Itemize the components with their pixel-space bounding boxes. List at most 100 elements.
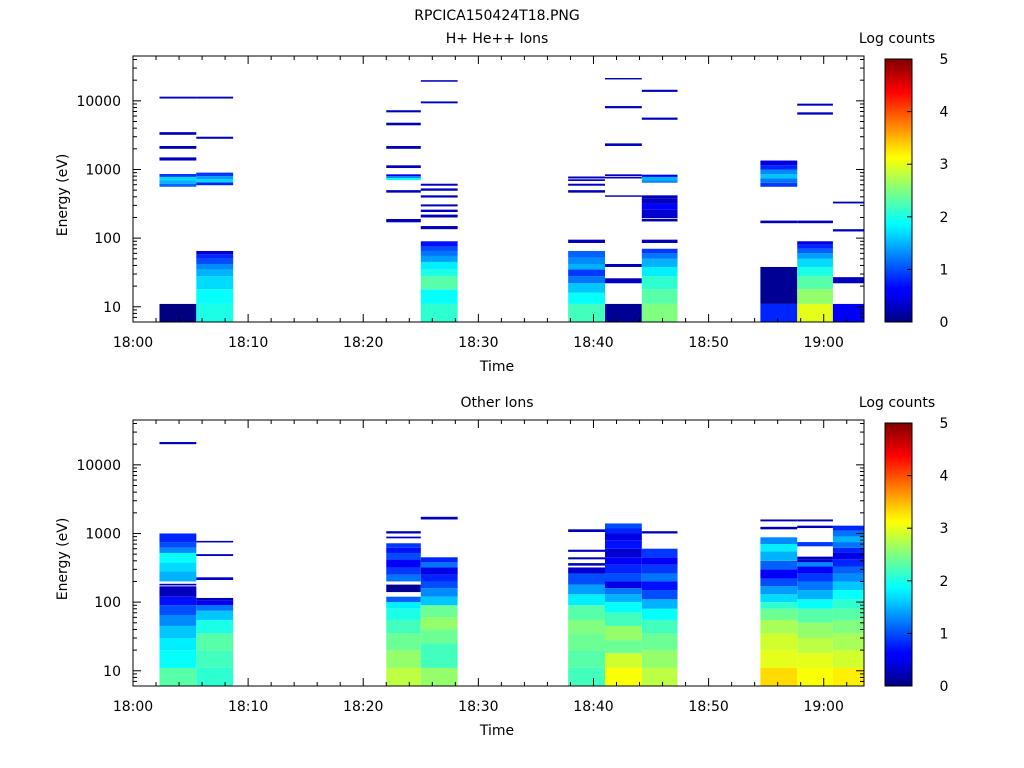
colorbar-tick-label: 4 bbox=[940, 105, 949, 121]
spectrogram-cell bbox=[797, 638, 833, 654]
spectrogram-cell bbox=[760, 578, 798, 587]
spectrogram-cell bbox=[196, 179, 234, 183]
colorbar-ticks: 0 1 2 3 4 5 bbox=[907, 52, 949, 331]
spectrogram-cell bbox=[568, 292, 605, 304]
spectrogram-cell bbox=[641, 266, 678, 277]
spectrogram-cell bbox=[641, 619, 678, 634]
spectrogram-cell bbox=[159, 96, 197, 99]
spectrogram-cell bbox=[641, 117, 678, 120]
spectrogram-cell bbox=[159, 638, 197, 651]
spectrogram-cell bbox=[159, 562, 197, 572]
spectrogram-cell bbox=[420, 617, 458, 630]
spectrogram-cell bbox=[641, 218, 678, 222]
spectrogram-cell bbox=[196, 633, 234, 651]
spectrogram-cell bbox=[159, 625, 197, 639]
spectrogram-cell bbox=[159, 533, 197, 543]
spectrogram-cell bbox=[159, 157, 197, 161]
spectrogram-cell bbox=[641, 590, 678, 600]
spectrogram-cell bbox=[386, 633, 421, 651]
x-tick-label: 18:00 bbox=[113, 699, 153, 715]
spectrogram-cell bbox=[159, 173, 197, 177]
spectrogram-cell bbox=[386, 110, 421, 113]
spectrogram-cell bbox=[760, 619, 798, 634]
colorbar-tick-label: 5 bbox=[940, 416, 949, 432]
spectrogram-cell bbox=[386, 552, 421, 560]
spectrogram-cell bbox=[760, 303, 798, 322]
spectrogram-cell bbox=[568, 563, 605, 566]
spectrogram-cell bbox=[568, 257, 605, 264]
spectrogram-cell bbox=[760, 178, 798, 183]
spectrogram-cell bbox=[420, 557, 458, 563]
spectrogram-cell bbox=[641, 239, 678, 243]
spectrogram-cell bbox=[196, 258, 234, 264]
spectrogram-cell bbox=[760, 160, 798, 166]
spectrogram-cell bbox=[420, 195, 458, 198]
spectrogram-cell bbox=[196, 263, 234, 270]
spectrogram-cell bbox=[604, 564, 642, 574]
spectrogram-cell bbox=[797, 667, 833, 686]
spectrogram-cell bbox=[568, 650, 605, 668]
spectrogram-cell bbox=[386, 608, 421, 620]
spectrogram-cell bbox=[420, 214, 458, 218]
spectrogram-cell bbox=[797, 653, 833, 668]
spectrogram-cell bbox=[641, 195, 678, 199]
x-tick-label: 18:20 bbox=[343, 699, 383, 715]
colorbar-tick-label: 3 bbox=[940, 521, 949, 537]
spectrogram-cell bbox=[604, 540, 642, 549]
spectrogram-cell bbox=[641, 557, 678, 565]
spectrogram-cell bbox=[760, 169, 798, 175]
spectrogram-cell bbox=[420, 241, 458, 247]
colorbar-tick-label: 4 bbox=[940, 469, 949, 485]
spectrogram-cell bbox=[641, 176, 678, 181]
spectrogram-cell bbox=[641, 573, 678, 582]
spectrogram-cell bbox=[760, 594, 798, 603]
spectrogram-cell bbox=[832, 667, 864, 686]
spectrogram-cell bbox=[832, 559, 864, 567]
spectrogram-cell bbox=[832, 608, 864, 620]
spectrogram-cell bbox=[420, 516, 458, 520]
spectrogram-cell bbox=[797, 525, 833, 529]
spectrogram-cell bbox=[832, 599, 864, 609]
spectrogram-cell bbox=[604, 176, 642, 179]
colorbar-tick-label: 1 bbox=[940, 626, 949, 642]
spectrogram-cell bbox=[159, 132, 197, 135]
spectrogram-cell bbox=[568, 584, 605, 595]
spectrogram-cell bbox=[604, 548, 642, 558]
spectrogram-cell bbox=[159, 183, 197, 187]
spectrogram-cell bbox=[420, 596, 458, 606]
spectrogram-cell bbox=[386, 567, 421, 575]
spectrogram-cell bbox=[797, 573, 833, 582]
spectrogram-cell bbox=[420, 562, 458, 568]
spectrogram-cell bbox=[760, 182, 798, 187]
spectrogram-cell bbox=[832, 619, 864, 634]
spectrogram-cell bbox=[797, 303, 833, 322]
spectrogram-cell bbox=[641, 548, 678, 558]
spectrogram-cell bbox=[196, 182, 234, 186]
spectrogram-cell bbox=[641, 564, 678, 574]
spectrogram-cell bbox=[641, 667, 678, 686]
spectrogram-cell bbox=[568, 633, 605, 651]
spectrogram-cell bbox=[386, 122, 421, 126]
spectrogram-cell bbox=[641, 608, 678, 620]
spectrogram-cell bbox=[568, 176, 605, 179]
spectrogram-cell bbox=[386, 174, 421, 177]
spectrogram-cell bbox=[420, 581, 458, 589]
spectrogram-cell bbox=[386, 650, 421, 668]
spectrogram-cell bbox=[797, 253, 833, 259]
spectrogram-cell bbox=[604, 106, 642, 109]
spectrogram-cell bbox=[604, 653, 642, 668]
spectrogram-cell bbox=[568, 567, 605, 574]
colorbar-tick-label: 2 bbox=[940, 574, 949, 590]
spectrogram-cell bbox=[568, 239, 605, 243]
colorbar: Log counts 0 1 2 3 4 5 bbox=[859, 395, 949, 695]
x-axis: 18:00 18:10 18:20 18:30 18:40 18:50 19:00 bbox=[113, 56, 848, 351]
x-axis: 18:00 18:10 18:20 18:30 18:40 18:50 19:00 bbox=[113, 420, 848, 715]
spectrogram-cell bbox=[159, 650, 197, 668]
spectrogram-cell bbox=[568, 269, 605, 277]
spectrogram-cell bbox=[604, 303, 642, 322]
y-axis-label: Energy (eV) bbox=[55, 154, 71, 237]
spectrogram-cell bbox=[196, 597, 234, 601]
x-tick-label: 18:30 bbox=[458, 335, 498, 351]
spectrogram-cell bbox=[832, 633, 864, 651]
spectrogram-cell bbox=[386, 547, 421, 553]
